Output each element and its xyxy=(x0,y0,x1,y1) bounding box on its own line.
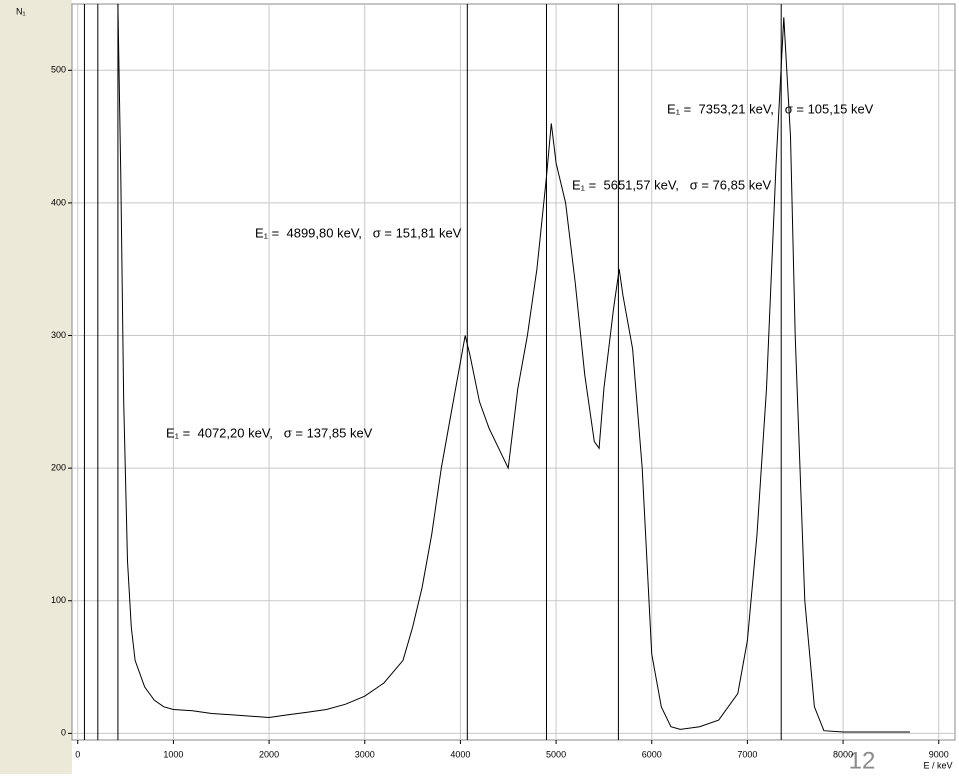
x-tick-label: 8000 xyxy=(833,749,853,759)
plot-area xyxy=(71,3,956,741)
x-tick-label: 6000 xyxy=(642,749,662,759)
x-tick-label: 3000 xyxy=(355,749,375,759)
x-tick-label: 4000 xyxy=(450,749,470,759)
y-axis-label: N₁ xyxy=(16,6,26,16)
peak-annotation: E₁ = 4899,80 keV, σ = 151,81 keV xyxy=(255,225,462,240)
y-tick-label: 100 xyxy=(51,595,66,605)
left-panel xyxy=(0,0,72,774)
x-tick-label: 2000 xyxy=(259,749,279,759)
x-tick-label: 5000 xyxy=(546,749,566,759)
x-tick-label: 9000 xyxy=(929,749,949,759)
peak-annotation: E₁ = 4072,20 keV, σ = 137,85 keV xyxy=(166,425,373,440)
x-tick-label: 1000 xyxy=(163,749,183,759)
x-tick-label: 0 xyxy=(75,749,80,759)
peak-annotation: E₁ = 7353,21 keV, σ = 105,15 keV xyxy=(667,101,874,116)
spectrum-line xyxy=(117,3,910,733)
x-tick-label: 7000 xyxy=(737,749,757,759)
y-tick-label: 400 xyxy=(51,197,66,207)
page-number: 12 xyxy=(849,747,876,774)
peak-annotation: E₁ = 5651,57 keV, σ = 76,85 keV xyxy=(572,177,771,192)
x-axis-label: E / keV xyxy=(923,760,952,770)
y-tick-label: 300 xyxy=(51,330,66,340)
y-tick-label: 500 xyxy=(51,65,66,75)
y-tick-label: 200 xyxy=(51,463,66,473)
y-tick-label: 0 xyxy=(61,728,66,738)
